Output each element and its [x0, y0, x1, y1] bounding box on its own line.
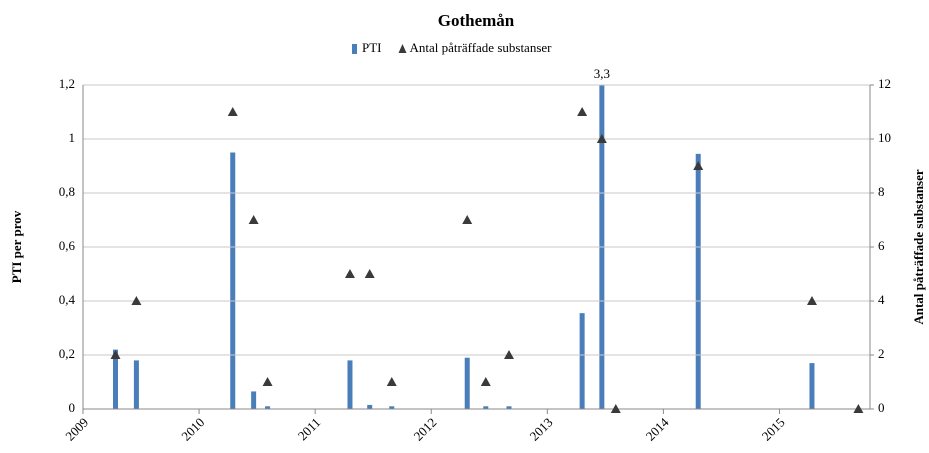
plot-area	[113, 85, 815, 409]
bar	[506, 406, 512, 409]
triangle-marker	[610, 404, 621, 413]
x-tick-label: 2009	[62, 415, 91, 444]
triangle-marker	[262, 377, 273, 386]
triangle-marker	[248, 215, 259, 224]
triangle-marker	[131, 296, 142, 305]
triangle-marker	[853, 404, 864, 413]
bar	[464, 357, 470, 409]
x-tick-label: 2012	[410, 415, 439, 444]
bar	[599, 85, 605, 409]
triangle-marker	[577, 107, 588, 116]
triangle-marker	[693, 161, 704, 170]
bar	[251, 391, 257, 409]
legend-swatch	[398, 44, 407, 53]
x-tick-label: 2015	[759, 415, 788, 444]
bar	[133, 360, 139, 409]
y2-tick-label: 2	[878, 346, 885, 361]
bar	[483, 406, 489, 409]
bar	[367, 404, 373, 409]
triangle-marker	[504, 350, 515, 359]
y-axis-label: PTI per prov	[9, 210, 24, 283]
data-label: 3,3	[594, 66, 610, 81]
bar	[347, 360, 353, 409]
triangle-marker	[806, 296, 817, 305]
y-tick-label: 0,2	[59, 346, 75, 361]
y2-tick-label: 4	[878, 292, 885, 307]
legend-swatch	[352, 44, 357, 54]
legend-label: Antal påträffade substanser	[410, 40, 553, 55]
y-tick-label: 0,8	[59, 184, 75, 199]
triangle-marker	[364, 269, 375, 278]
bar	[809, 363, 815, 409]
y-tick-label: 0	[69, 400, 76, 415]
x-tick-label: 2011	[295, 415, 324, 444]
chart-title: Gothemån	[438, 11, 515, 30]
y-tick-label: 0,6	[59, 238, 76, 253]
bar	[230, 152, 236, 409]
triangle-marker	[462, 215, 473, 224]
bar	[579, 313, 585, 409]
y2-axis-label: Antal påträffade substanser	[911, 169, 926, 325]
legend-label: PTI	[362, 40, 382, 55]
triangle-marker	[344, 269, 355, 278]
bar	[113, 349, 119, 409]
y2-tick-label: 12	[878, 76, 891, 91]
y2-tick-label: 8	[878, 184, 885, 199]
triangle-marker	[596, 134, 607, 143]
triangle-marker	[480, 377, 491, 386]
triangle-marker	[227, 107, 238, 116]
y2-tick-label: 6	[878, 238, 885, 253]
bar	[265, 406, 271, 409]
x-tick-label: 2013	[527, 415, 556, 444]
y-tick-label: 0,4	[59, 292, 76, 307]
bar	[695, 153, 701, 409]
y-tick-label: 1,2	[59, 76, 75, 91]
y2-tick-label: 0	[878, 400, 885, 415]
triangle-marker	[386, 377, 397, 386]
y-tick-label: 1	[69, 130, 76, 145]
x-tick-label: 2010	[178, 415, 207, 444]
bar	[389, 406, 395, 409]
y2-tick-label: 10	[878, 130, 891, 145]
x-tick-label: 2014	[643, 414, 672, 443]
triangle-marker	[110, 350, 121, 359]
